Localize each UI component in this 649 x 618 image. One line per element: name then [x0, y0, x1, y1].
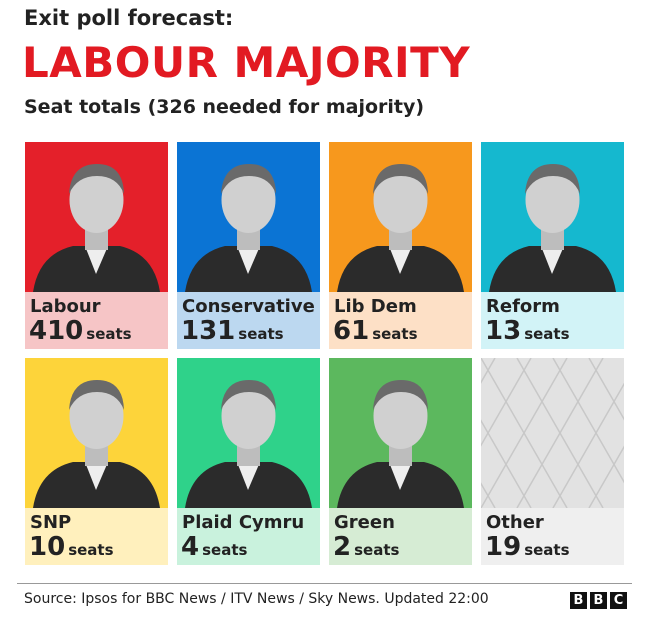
label-panel: Plaid Cymru 4 seats — [177, 508, 320, 565]
seat-unit: seats — [524, 541, 570, 559]
seat-unit: seats — [238, 325, 284, 343]
seat-count: 410 seats — [29, 316, 132, 346]
seat-number: 4 — [181, 532, 200, 562]
portrait — [177, 358, 320, 508]
source: Source: Ipsos for BBC News / ITV News / … — [24, 591, 489, 607]
portrait — [177, 142, 320, 292]
seat-count: 19 seats — [485, 532, 570, 562]
logo-letter: C — [610, 592, 627, 609]
seat-count: 4 seats — [181, 532, 247, 562]
portrait — [481, 142, 624, 292]
subtitle: Seat totals (326 needed for majority) — [24, 96, 425, 118]
seat-unit: seats — [372, 325, 418, 343]
party-name: Other — [486, 512, 544, 533]
party-name: Conservative — [182, 296, 315, 317]
seat-number: 13 — [485, 316, 522, 346]
seat-count: 2 seats — [333, 532, 399, 562]
party-card: Labour 410 seats — [25, 142, 168, 349]
label-panel: SNP 10 seats — [25, 508, 168, 565]
portrait — [25, 142, 168, 292]
party-name: Plaid Cymru — [182, 512, 305, 533]
portrait-graphic — [185, 380, 312, 508]
seat-unit: seats — [202, 541, 248, 559]
portrait — [25, 358, 168, 508]
seat-count: 131 seats — [181, 316, 284, 346]
party-name: Labour — [30, 296, 101, 317]
portrait-graphic — [481, 358, 624, 508]
party-card: Lib Dem 61 seats — [329, 142, 472, 349]
label-panel: Lib Dem 61 seats — [329, 292, 472, 349]
seat-number: 131 — [181, 316, 236, 346]
party-name: Lib Dem — [334, 296, 417, 317]
portrait-graphic — [33, 380, 160, 508]
party-name: SNP — [30, 512, 72, 533]
party-card: SNP 10 seats — [25, 358, 168, 565]
party-card: Other 19 seats — [481, 358, 624, 565]
party-card: Plaid Cymru 4 seats — [177, 358, 320, 565]
divider — [17, 583, 632, 584]
party-card: Conservative 131 seats — [177, 142, 320, 349]
party-name: Green — [334, 512, 395, 533]
logo-letter: B — [570, 592, 587, 609]
portrait-graphic — [489, 164, 616, 292]
pattern — [481, 358, 624, 508]
headline: LABOUR MAJORITY — [22, 38, 471, 87]
seat-unit: seats — [524, 325, 570, 343]
portrait — [329, 142, 472, 292]
seat-number: 61 — [333, 316, 370, 346]
seat-unit: seats — [68, 541, 114, 559]
portrait-graphic — [185, 164, 312, 292]
logo-letter: B — [590, 592, 607, 609]
seat-number: 10 — [29, 532, 66, 562]
party-card: Reform 13 seats — [481, 142, 624, 349]
seat-number: 19 — [485, 532, 522, 562]
label-panel: Green 2 seats — [329, 508, 472, 565]
label-panel: Other 19 seats — [481, 508, 624, 565]
seat-number: 2 — [333, 532, 352, 562]
label-panel: Conservative 131 seats — [177, 292, 320, 349]
party-card: Green 2 seats — [329, 358, 472, 565]
portrait-graphic — [337, 164, 464, 292]
label-panel: Labour 410 seats — [25, 292, 168, 349]
portrait-graphic — [337, 380, 464, 508]
party-name: Reform — [486, 296, 560, 317]
seat-unit: seats — [354, 541, 400, 559]
label-panel: Reform 13 seats — [481, 292, 624, 349]
seat-count: 13 seats — [485, 316, 570, 346]
kicker: Exit poll forecast: — [24, 6, 234, 30]
seat-count: 10 seats — [29, 532, 114, 562]
seat-count: 61 seats — [333, 316, 418, 346]
seat-number: 410 — [29, 316, 84, 346]
seat-unit: seats — [86, 325, 132, 343]
portrait-graphic — [33, 164, 160, 292]
portrait — [329, 358, 472, 508]
